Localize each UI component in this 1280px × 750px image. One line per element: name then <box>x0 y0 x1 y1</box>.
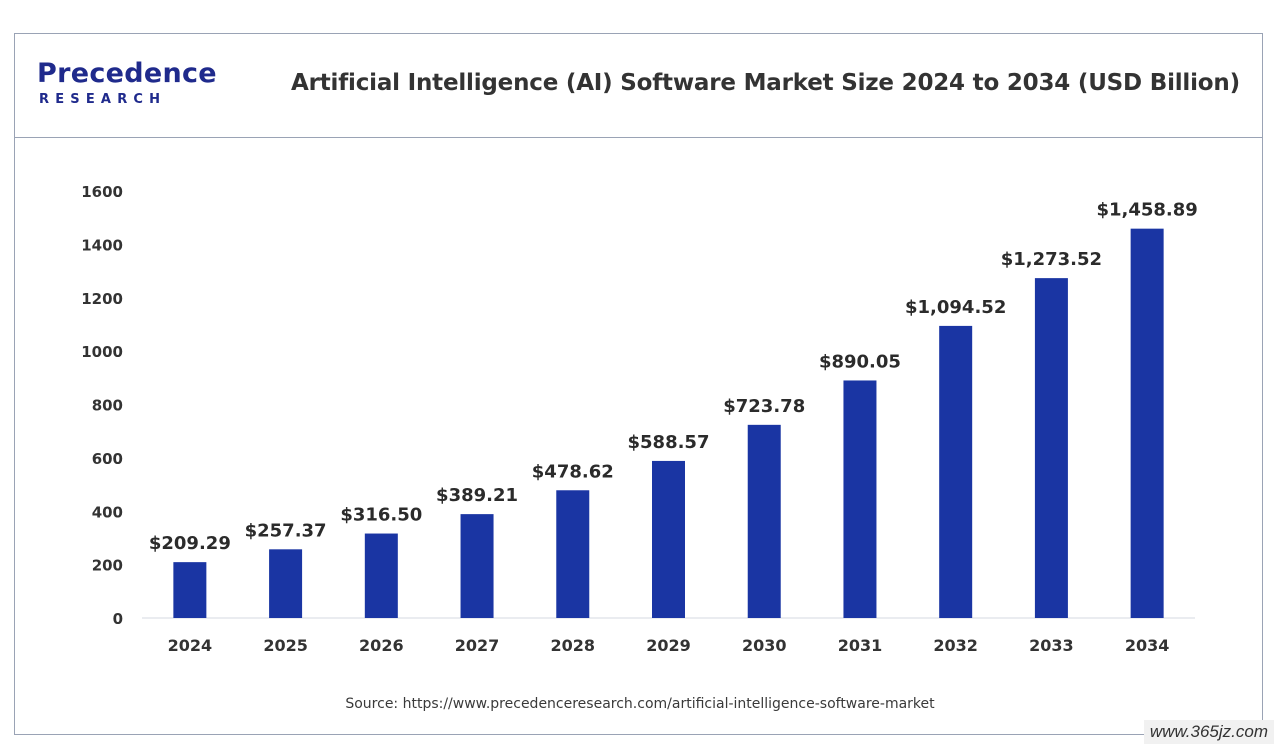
y-tick-label: 400 <box>92 503 123 521</box>
y-tick-label: 1000 <box>81 343 123 361</box>
y-tick-label: 200 <box>92 557 123 575</box>
x-tick-label: 2030 <box>742 636 787 655</box>
x-tick-label: 2034 <box>1125 636 1170 655</box>
x-tick-label: 2027 <box>455 636 500 655</box>
bar <box>460 514 494 618</box>
data-label: $890.05 <box>819 351 901 372</box>
chart-title: Artificial Intelligence (AI) Software Ma… <box>291 70 1240 96</box>
bar <box>939 325 973 618</box>
x-tick-label: 2025 <box>263 636 308 655</box>
bar <box>843 380 877 618</box>
bar <box>1130 228 1164 618</box>
x-tick-label: 2028 <box>551 636 596 655</box>
x-tick-label: 2024 <box>168 636 213 655</box>
bar <box>747 424 781 618</box>
data-label: $478.62 <box>532 461 614 482</box>
y-tick-label: 600 <box>92 450 123 468</box>
x-tick-label: 2033 <box>1029 636 1074 655</box>
data-label: $316.50 <box>340 505 422 526</box>
bar <box>364 533 398 618</box>
data-label: $1,094.52 <box>905 297 1006 318</box>
data-label: $1,273.52 <box>1001 249 1102 270</box>
y-tick-label: 1600 <box>81 183 123 201</box>
y-tick-label: 0 <box>113 610 123 628</box>
brand-logo: Precedence RESEARCH <box>37 60 227 116</box>
y-tick-label: 1400 <box>81 236 123 254</box>
watermark: www.365jz.com <box>1143 720 1274 744</box>
data-label: $588.57 <box>628 432 710 453</box>
y-tick-label: 1200 <box>81 290 123 308</box>
data-label: $1,458.89 <box>1096 200 1197 221</box>
source-note: Source: https://www.precedenceresearch.c… <box>345 696 935 712</box>
brand-name: Precedence <box>37 58 217 89</box>
x-tick-label: 2031 <box>838 636 883 655</box>
chart-header: Precedence RESEARCH Artificial Intellige… <box>15 34 1262 138</box>
y-tick-label: 800 <box>92 397 123 415</box>
bar <box>269 549 303 618</box>
x-tick-label: 2032 <box>933 636 978 655</box>
x-tick-label: 2026 <box>359 636 404 655</box>
data-label: $389.21 <box>436 485 518 506</box>
bar <box>1034 278 1068 618</box>
bar <box>652 460 685 618</box>
bar <box>173 562 207 618</box>
x-tick-label: 2029 <box>646 636 691 655</box>
data-label: $723.78 <box>723 396 805 417</box>
data-label: $257.37 <box>245 520 327 541</box>
brand-sub: RESEARCH <box>39 92 167 107</box>
data-label: $209.29 <box>149 533 231 554</box>
bar <box>556 490 590 618</box>
